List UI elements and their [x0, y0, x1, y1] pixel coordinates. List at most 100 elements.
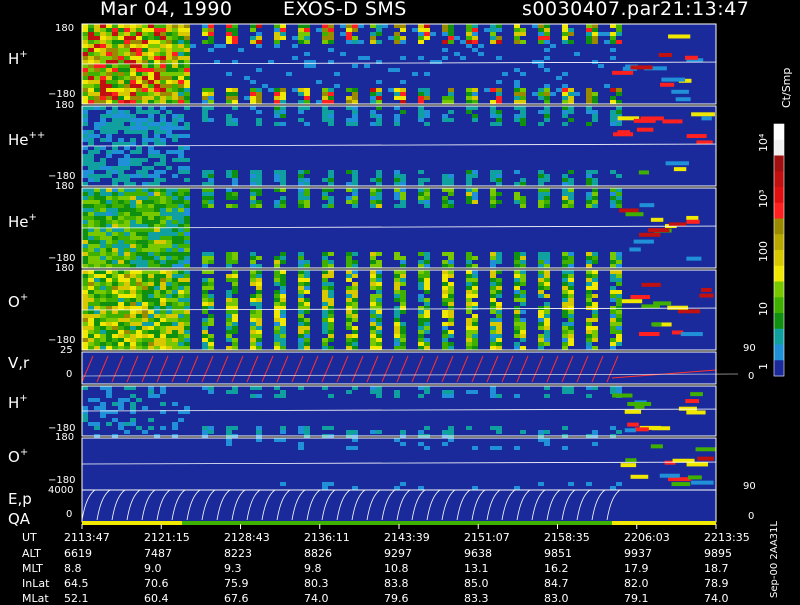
- spectrogram-cell: [124, 422, 130, 426]
- spectrogram-cell: [400, 36, 406, 40]
- spectrogram-cell: [148, 106, 154, 110]
- spectrogram-cell: [160, 188, 166, 192]
- spectrogram-cell: [616, 256, 622, 260]
- spectrogram-cell: [668, 477, 692, 482]
- spectrogram-cell: [256, 338, 262, 342]
- spectrogram-cell: [538, 28, 544, 32]
- spectrogram-cell: [653, 301, 672, 306]
- spectrogram-cell: [106, 322, 112, 326]
- spectrogram-cell: [322, 106, 328, 110]
- spectrogram-cell: [130, 56, 136, 60]
- spectrogram-cell: [118, 158, 124, 162]
- spectrogram-cell: [352, 28, 358, 32]
- spectrogram-cell: [148, 322, 154, 326]
- spectrogram-cell: [202, 338, 208, 342]
- spectrogram-cell: [466, 178, 472, 182]
- spectrogram-cell: [172, 192, 178, 196]
- spectrogram-cell: [610, 100, 616, 104]
- spectrogram-cell: [610, 110, 616, 114]
- spectrogram-cell: [442, 274, 448, 278]
- spectrogram-cell: [442, 174, 448, 178]
- spectrogram-cell: [124, 298, 130, 302]
- spectrogram-cell: [178, 100, 184, 104]
- spectrogram-cell: [633, 239, 654, 244]
- spectrogram-cell: [166, 24, 172, 28]
- spectrogram-cell: [370, 204, 376, 208]
- spectrogram-cell: [616, 314, 622, 318]
- spectrogram-cell: [88, 106, 94, 110]
- spectrogram-cell: [634, 404, 645, 409]
- spectrogram-cell: [208, 322, 214, 326]
- spectrogram-cell: [148, 390, 154, 394]
- spectrogram-cell: [124, 162, 130, 166]
- spectrogram-cell: [466, 188, 472, 192]
- spectrogram-cell: [538, 290, 544, 294]
- spectrogram-cell: [274, 88, 280, 92]
- colorbar-segment: [774, 297, 784, 314]
- spectrogram-cell: [118, 84, 124, 88]
- spectrogram-cell: [400, 274, 406, 278]
- spectrogram-cell: [304, 302, 310, 306]
- spectrogram-cell: [520, 200, 526, 204]
- spectrogram-cell: [322, 204, 328, 208]
- spectrogram-cell: [610, 48, 616, 52]
- spectrogram-cell: [514, 106, 520, 110]
- spectrogram-cell: [82, 48, 88, 52]
- spectrogram-cell: [680, 332, 703, 337]
- spectrogram-cell: [142, 248, 148, 252]
- spectrogram-cell: [82, 40, 88, 44]
- spectrogram-cell: [298, 36, 304, 40]
- spectrogram-cell: [520, 318, 526, 322]
- spectrogram-cell: [466, 302, 472, 306]
- spectrogram-cell: [418, 294, 424, 298]
- spectrogram-cell: [448, 294, 454, 298]
- spectrogram-cell: [544, 326, 550, 330]
- panel-label-o-plus: O+: [8, 292, 29, 311]
- spectrogram-cell: [400, 430, 406, 434]
- spectrogram-cell: [280, 36, 286, 40]
- spectrogram-cell: [514, 298, 520, 302]
- spectrogram-cell: [118, 138, 124, 142]
- spectrogram-cell: [232, 122, 238, 126]
- spectrogram-cell: [142, 330, 148, 334]
- spectrogram-cell: [442, 290, 448, 294]
- spectrogram-cell: [490, 298, 496, 302]
- spectrogram-cell: [544, 204, 550, 208]
- spectrogram-cell: [136, 130, 142, 134]
- spectrogram-cell: [100, 302, 106, 306]
- panel-label-o-plus-2: O+: [8, 447, 29, 466]
- spectrogram-cell: [568, 92, 574, 96]
- spectrogram-cell: [148, 278, 154, 282]
- spectrogram-cell: [568, 40, 574, 44]
- spectrogram-cell: [616, 482, 622, 486]
- spectrogram-cell: [202, 204, 208, 208]
- spectrogram-cell: [208, 334, 214, 338]
- spectrogram-cell: [106, 96, 112, 100]
- spectrogram-cell: [322, 310, 328, 314]
- spectrogram-cell: [112, 52, 118, 56]
- spectrogram-cell: [352, 204, 358, 208]
- spectrogram-cell: [610, 192, 616, 196]
- spectrogram-cell: [178, 294, 184, 298]
- spectrogram-cell: [166, 208, 172, 212]
- spectrogram-cell: [100, 126, 106, 130]
- spectrogram-cell: [346, 318, 352, 322]
- spectrogram-cell: [100, 248, 106, 252]
- spectrogram-cell: [100, 252, 106, 256]
- spectrogram-cell: [112, 110, 118, 114]
- spectrogram-cell: [586, 28, 592, 32]
- spectrogram-cell: [352, 302, 358, 306]
- spectrogram-cell: [400, 182, 406, 186]
- spectrogram-cell: [280, 24, 286, 28]
- spectrogram-cell: [136, 196, 142, 200]
- spectrogram-cell: [82, 286, 88, 290]
- spectrogram-cell: [82, 188, 88, 192]
- spectrogram-cell: [256, 310, 262, 314]
- spectrogram-cell: [124, 192, 130, 196]
- spectrogram-cell: [148, 68, 154, 72]
- spectrogram-cell: [130, 68, 136, 72]
- spectrogram-cell: [82, 72, 88, 76]
- spectrogram-cell: [118, 224, 124, 228]
- spectrogram-cell: [346, 326, 352, 330]
- spectrogram-cell: [610, 264, 616, 268]
